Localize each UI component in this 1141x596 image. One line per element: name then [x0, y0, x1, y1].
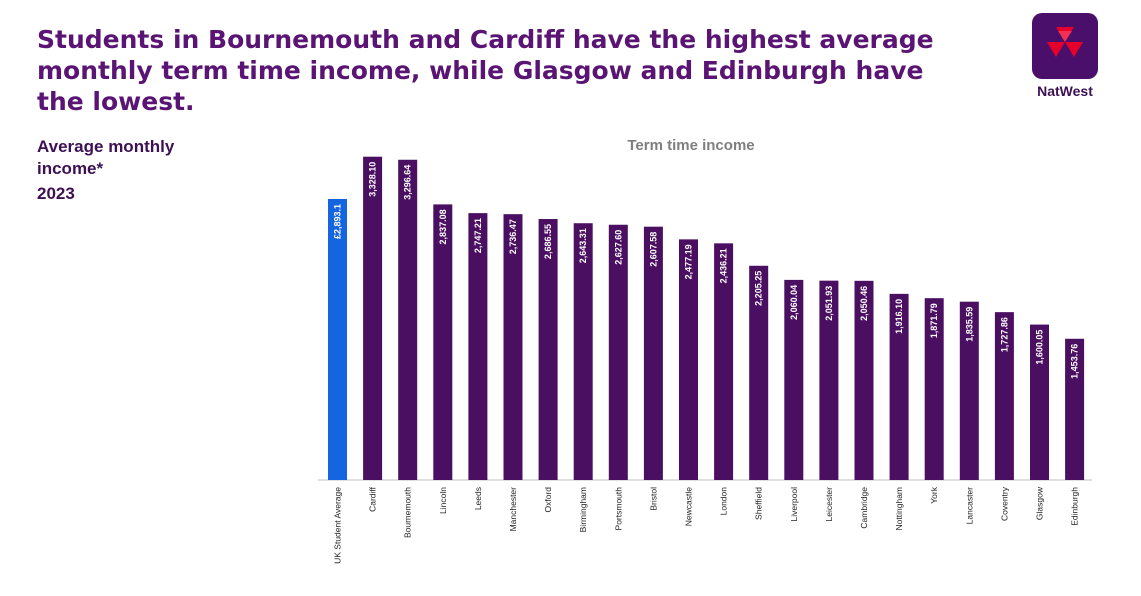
bar-value-label: 2,747.21: [473, 218, 483, 253]
bar-coventry: [994, 312, 1014, 480]
bar-bournemouth: [398, 159, 418, 480]
bar-value-label: 3,328.10: [368, 162, 378, 197]
category-label: Sheffield: [754, 487, 764, 520]
natwest-cubes-icon: [1047, 27, 1083, 57]
category-label: Portsmouth: [613, 487, 623, 531]
category-label: Cardiff: [368, 486, 378, 512]
category-label: York: [929, 486, 939, 503]
bar-glasgow: [1030, 324, 1049, 480]
bar-nottingham: [889, 293, 909, 480]
category-label: Cambridge: [859, 487, 869, 529]
brand-name: NatWest: [1037, 83, 1093, 99]
bar-york: [924, 298, 944, 480]
bar-value-label: 2,436.21: [719, 248, 729, 283]
bar-value-label: £2,893.1: [333, 204, 343, 239]
bar-value-label: 2,051.93: [824, 286, 834, 321]
bar-portsmouth: [608, 224, 628, 480]
bar-sheffield: [749, 265, 769, 480]
category-label: Nottingham: [894, 487, 904, 530]
bar-value-label: 2,627.60: [613, 230, 623, 265]
bar-cambridge: [854, 280, 874, 480]
category-label: Lancaster: [964, 487, 974, 524]
category-label: Leeds: [473, 487, 483, 510]
bar-value-label: 2,060.04: [789, 285, 799, 320]
category-label: Bournemouth: [403, 487, 413, 538]
page-headline: Students in Bournemouth and Cardiff have…: [37, 25, 934, 116]
bar-newcastle: [679, 239, 698, 480]
chart-title: Term time income: [627, 137, 754, 154]
bar-leicester: [819, 280, 839, 480]
bar-value-label: 1,727.86: [999, 317, 1009, 352]
category-label: Lincoln: [438, 487, 448, 514]
bar-lincoln: [433, 204, 453, 480]
bar-value-label: 2,837.08: [438, 209, 448, 244]
bar-value-label: 2,607.58: [648, 232, 658, 267]
category-label: Edinburgh: [1070, 487, 1080, 526]
bar-liverpool: [784, 279, 804, 480]
category-label: Glasgow: [1035, 486, 1045, 520]
year-label: 2023: [37, 184, 75, 203]
bar-edinburgh: [1065, 338, 1085, 480]
category-label: London: [719, 487, 729, 516]
metric-label: Average monthly income*: [37, 137, 175, 178]
bar-london: [714, 243, 734, 480]
category-label: UK Student Average: [333, 487, 343, 564]
natwest-logo: [1032, 13, 1098, 79]
bar-value-label: 2,686.55: [543, 224, 553, 259]
bar-value-label: 2,050.46: [859, 286, 869, 321]
bar-value-label: 3,296.64: [403, 165, 413, 200]
bar-leeds: [468, 213, 488, 480]
bar-cardiff: [363, 156, 383, 480]
bar-value-label: 2,477.19: [684, 244, 694, 279]
bar-bristol: [643, 226, 663, 480]
bar-manchester: [503, 214, 523, 480]
bar-uk-student-average: [328, 198, 347, 480]
category-label: Oxford: [543, 487, 553, 513]
bar-value-label: 1,600.05: [1035, 330, 1045, 365]
bar-oxford: [538, 219, 558, 480]
bar-value-label: 2,643.31: [578, 228, 588, 263]
category-label: Coventry: [999, 486, 1009, 521]
bar-value-label: 1,835.59: [964, 307, 974, 342]
bar-value-label: 2,205.25: [754, 271, 764, 306]
bar-lancaster: [959, 301, 979, 480]
category-label: Liverpool: [789, 487, 799, 522]
category-label: Manchester: [508, 487, 518, 532]
bar-group: £2,893.1 UK Student Average 3,328.10 Cardif…: [328, 156, 1085, 564]
category-label: Birmingham: [578, 487, 588, 532]
bar-value-label: 1,916.10: [894, 299, 904, 334]
category-label: Leicester: [824, 487, 834, 522]
bar-value-label: 1,871.79: [929, 303, 939, 338]
bar-birmingham: [573, 223, 593, 480]
bar-value-label: 1,453.76: [1070, 344, 1080, 379]
bar-value-label: 2,736.47: [508, 219, 518, 254]
category-label: Bristol: [648, 487, 658, 511]
category-label: Newcastle: [684, 487, 694, 526]
